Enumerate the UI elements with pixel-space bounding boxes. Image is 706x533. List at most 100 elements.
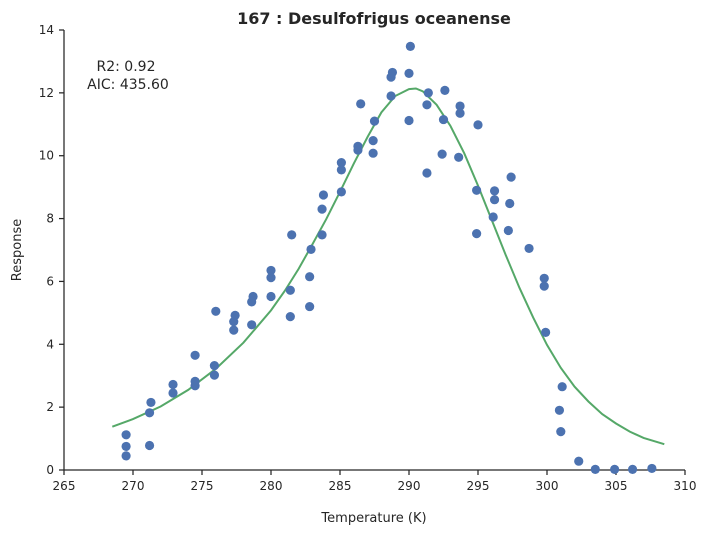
- x-tick-label: 310: [674, 479, 697, 493]
- data-point: [369, 116, 380, 126]
- data-point: [387, 67, 398, 78]
- x-axis-label: Temperature (K): [320, 511, 426, 526]
- fit-curve-layer: [111, 87, 665, 446]
- data-point: [248, 291, 258, 302]
- data-point: [146, 397, 156, 408]
- data-point: [356, 99, 366, 109]
- aic-annotation: AIC: 435.60: [87, 77, 169, 93]
- data-point: [336, 165, 346, 175]
- data-point: [503, 225, 513, 236]
- data-point: [506, 172, 516, 182]
- data-point: [285, 312, 295, 322]
- data-point: [405, 41, 415, 51]
- data-point: [404, 115, 414, 126]
- data-point: [144, 440, 155, 451]
- data-point: [422, 100, 432, 110]
- data-point: [404, 68, 414, 78]
- x-tick-label: 290: [398, 479, 421, 493]
- data-point: [627, 464, 638, 474]
- data-point: [455, 108, 465, 118]
- data-point: [168, 379, 178, 390]
- data-point: [368, 148, 378, 158]
- data-point: [209, 361, 220, 371]
- data-point: [472, 229, 482, 239]
- data-point: [438, 114, 449, 125]
- data-point: [121, 430, 131, 440]
- data-point: [539, 281, 549, 291]
- data-point: [368, 136, 378, 146]
- data-point: [336, 187, 346, 197]
- data-point: [353, 141, 363, 151]
- data-point: [386, 91, 396, 101]
- data-point: [285, 285, 295, 295]
- data-point: [209, 370, 220, 380]
- data-point: [489, 186, 500, 196]
- y-tick-label: 12: [39, 86, 54, 100]
- x-tick-label: 280: [260, 479, 283, 493]
- data-point: [266, 265, 276, 276]
- data-point: [190, 350, 200, 360]
- data-point: [454, 152, 464, 162]
- data-point: [422, 168, 432, 178]
- data-point: [121, 451, 131, 461]
- data-point: [266, 291, 276, 302]
- data-point: [488, 212, 498, 222]
- x-tick-label: 270: [122, 479, 145, 493]
- x-tick-label: 300: [536, 479, 559, 493]
- data-point: [317, 204, 327, 214]
- data-point: [455, 101, 465, 111]
- data-point: [287, 230, 297, 240]
- x-tick-label: 305: [605, 479, 628, 493]
- data-point: [266, 273, 276, 283]
- data-point: [489, 195, 500, 205]
- data-point: [317, 230, 327, 240]
- x-tick-label: 275: [191, 479, 214, 493]
- r2-annotation: R2: 0.92: [97, 59, 156, 75]
- data-point: [524, 243, 534, 254]
- data-point: [423, 88, 433, 98]
- data-point: [211, 306, 221, 316]
- y-tick-label: 8: [46, 212, 54, 226]
- x-tick-label: 295: [467, 479, 490, 493]
- y-tick-label: 10: [39, 149, 54, 163]
- data-point: [647, 463, 657, 474]
- data-point: [144, 408, 155, 418]
- data-point: [336, 158, 346, 168]
- y-axis-ticks: 0 2 4 6 8 10 12 14: [39, 23, 64, 477]
- data-points-layer: [121, 41, 657, 474]
- data-point: [539, 273, 549, 283]
- data-point: [168, 388, 178, 398]
- y-tick-label: 4: [46, 337, 54, 351]
- y-axis-label: Response: [10, 219, 25, 281]
- y-tick-label: 14: [39, 23, 54, 37]
- chart-title: 167 : Desulfofrigus oceanense: [237, 9, 511, 28]
- data-point: [590, 464, 600, 474]
- x-tick-label: 265: [53, 479, 76, 493]
- data-point: [505, 198, 515, 209]
- data-point: [229, 325, 239, 335]
- data-point: [305, 301, 315, 312]
- data-point: [305, 272, 315, 282]
- data-point: [556, 427, 566, 437]
- data-point: [247, 320, 257, 330]
- data-point: [437, 149, 447, 159]
- data-point: [610, 464, 620, 474]
- data-point: [473, 120, 483, 130]
- y-tick-label: 2: [46, 400, 54, 414]
- data-point: [574, 456, 584, 466]
- y-tick-label: 0: [46, 463, 54, 477]
- data-point: [557, 382, 567, 392]
- data-point: [440, 85, 450, 95]
- data-point: [472, 185, 482, 195]
- data-point: [306, 244, 316, 254]
- x-tick-label: 285: [329, 479, 352, 493]
- x-axis-ticks: 265 270 275 280 285 290 295 300 305 310: [53, 470, 697, 493]
- data-point: [121, 441, 131, 452]
- data-point: [541, 327, 551, 337]
- data-point: [554, 405, 565, 415]
- data-point: [230, 310, 240, 320]
- y-tick-label: 6: [46, 274, 54, 288]
- data-point: [190, 376, 200, 386]
- data-point: [318, 190, 329, 200]
